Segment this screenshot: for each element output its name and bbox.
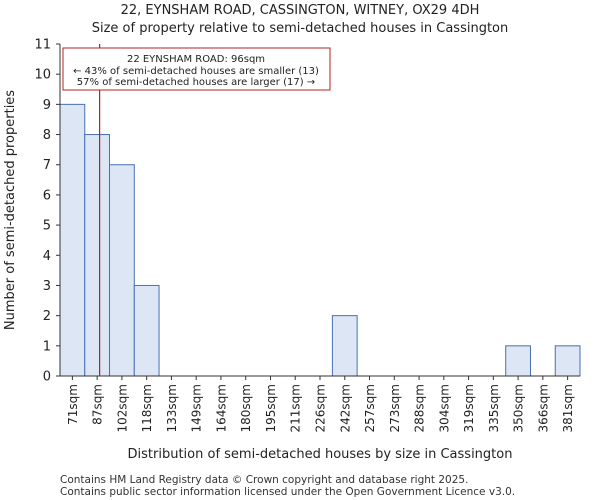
y-tick-label: 10	[34, 68, 51, 83]
chart-title: 22, EYNSHAM ROAD, CASSINGTON, WITNEY, OX…	[120, 3, 480, 18]
y-tick-label: 2	[43, 309, 51, 324]
x-tick-label: 133sqm	[165, 384, 179, 432]
x-tick-label: 304sqm	[437, 384, 451, 432]
x-tick-label: 87sqm	[91, 384, 105, 425]
bar	[505, 345, 531, 377]
y-tick-label: 7	[43, 158, 51, 173]
bar	[331, 315, 358, 377]
x-tick-label: 288sqm	[413, 384, 427, 432]
y-tick-label: 3	[43, 279, 51, 294]
x-tick-label: 118sqm	[140, 384, 154, 432]
annotation-line: 57% of semi-detached houses are larger (…	[77, 77, 315, 88]
y-tick-label: 5	[43, 219, 51, 234]
x-tick-label: 102sqm	[115, 384, 129, 432]
x-tick-label: 164sqm	[214, 384, 228, 432]
x-tick-label: 381sqm	[561, 384, 575, 432]
bar	[554, 345, 581, 377]
bar	[133, 284, 160, 377]
x-tick-label: 211sqm	[289, 384, 303, 432]
x-tick-label: 319sqm	[462, 384, 476, 432]
x-tick-label: 350sqm	[512, 384, 526, 432]
bar	[109, 164, 135, 377]
y-tick-label: 8	[43, 128, 51, 143]
x-tick-label: 257sqm	[363, 384, 377, 432]
annotation-box	[62, 47, 331, 91]
x-tick-label: 335sqm	[487, 384, 501, 432]
footer-line-2: Contains public sector information licen…	[60, 486, 516, 498]
x-tick-label: 366sqm	[536, 384, 550, 432]
x-tick-label: 149sqm	[190, 384, 204, 432]
y-tick-label: 1	[43, 339, 51, 354]
bar	[84, 134, 111, 377]
y-tick-label: 11	[34, 38, 51, 53]
x-tick-label: 71sqm	[66, 384, 80, 425]
chart-subtitle: Size of property relative to semi-detach…	[91, 21, 509, 36]
y-tick-label: 6	[43, 188, 51, 203]
x-tick-label: 226sqm	[314, 384, 328, 432]
x-tick-label: 195sqm	[264, 384, 278, 432]
y-tick-label: 4	[43, 249, 51, 264]
annotation-line: 22 EYNSHAM ROAD: 96sqm	[127, 54, 265, 65]
x-axis-label: Distribution of semi-detached houses by …	[128, 447, 513, 462]
annotation-line: ← 43% of semi-detached houses are smalle…	[73, 66, 319, 77]
footer-line-1: Contains HM Land Registry data © Crown c…	[60, 474, 469, 486]
y-tick-label: 9	[43, 98, 51, 113]
y-axis-label: Number of semi-detached properties	[3, 90, 18, 330]
bar	[59, 103, 86, 377]
x-tick-label: 180sqm	[239, 384, 253, 432]
x-tick-label: 273sqm	[388, 384, 402, 432]
y-tick-label: 0	[43, 370, 51, 385]
x-tick-label: 242sqm	[338, 384, 352, 432]
